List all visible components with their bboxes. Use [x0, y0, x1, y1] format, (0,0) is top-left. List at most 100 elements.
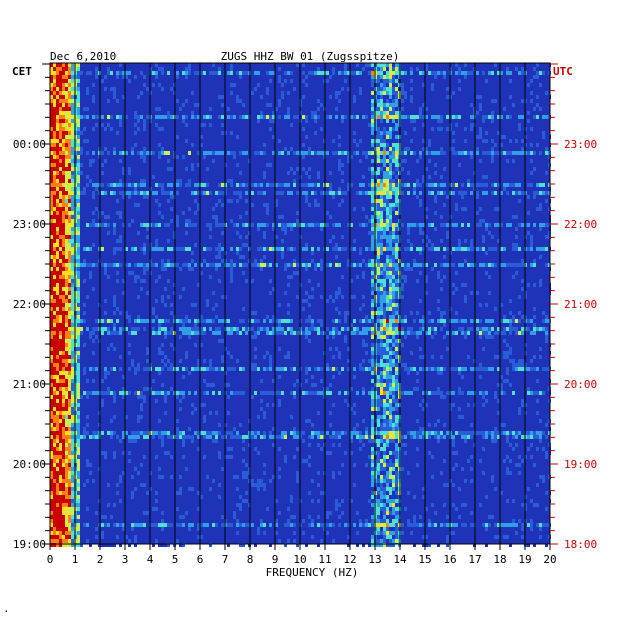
heatmap-cell — [80, 327, 83, 331]
heatmap-cell — [302, 167, 305, 171]
heatmap-cell — [491, 111, 494, 115]
heatmap-cell — [116, 83, 119, 87]
heatmap-cell — [470, 67, 473, 71]
heatmap-cell — [401, 331, 404, 335]
heatmap-cell — [443, 263, 446, 267]
heatmap-cell — [218, 91, 221, 95]
heatmap-cell — [143, 139, 146, 143]
heatmap-cell — [71, 187, 74, 191]
heatmap-cell — [533, 243, 536, 247]
heatmap-cell — [170, 247, 173, 251]
heatmap-cell — [251, 191, 254, 195]
heatmap-cell — [182, 255, 185, 259]
heatmap-cell — [503, 319, 506, 323]
heatmap-cell — [467, 151, 470, 155]
heatmap-cell — [68, 67, 71, 71]
heatmap-cell — [356, 283, 359, 287]
heatmap-cell — [362, 259, 365, 263]
heatmap-cell — [377, 211, 380, 215]
heatmap-cell — [68, 111, 71, 115]
heatmap-cell — [335, 255, 338, 259]
heatmap-cell — [320, 151, 323, 155]
heatmap-cell — [515, 215, 518, 219]
heatmap-cell — [233, 155, 236, 159]
heatmap-cell — [476, 211, 479, 215]
heatmap-cell — [395, 63, 398, 67]
heatmap-cell — [518, 311, 521, 315]
heatmap-cell — [287, 335, 290, 339]
heatmap-cell — [344, 287, 347, 291]
heatmap-cell — [182, 155, 185, 159]
heatmap-cell — [50, 103, 53, 107]
heatmap-cell — [287, 327, 290, 331]
heatmap-cell — [371, 267, 374, 271]
heatmap-cell — [68, 307, 71, 311]
heatmap-cell — [272, 131, 275, 135]
heatmap-cell — [335, 215, 338, 219]
heatmap-cell — [335, 91, 338, 95]
heatmap-cell — [485, 219, 488, 223]
heatmap-cell — [527, 335, 530, 339]
heatmap-cell — [113, 87, 116, 91]
heatmap-cell — [239, 155, 242, 159]
heatmap-cell — [161, 87, 164, 91]
heatmap-cell — [383, 275, 386, 279]
heatmap-cell — [437, 119, 440, 123]
heatmap-cell — [482, 151, 485, 155]
heatmap-cell — [377, 75, 380, 79]
heatmap-cell — [533, 107, 536, 111]
heatmap-cell — [371, 191, 374, 195]
heatmap-cell — [65, 75, 68, 79]
heatmap-cell — [182, 87, 185, 91]
heatmap-cell — [143, 195, 146, 199]
heatmap-cell — [518, 131, 521, 135]
heatmap-cell — [536, 191, 539, 195]
heatmap-cell — [101, 215, 104, 219]
heatmap-cell — [128, 247, 131, 251]
heatmap-cell — [491, 319, 494, 323]
heatmap-cell — [65, 87, 68, 91]
heatmap-cell — [503, 183, 506, 187]
heatmap-cell — [488, 319, 491, 323]
heatmap-cell — [62, 103, 65, 107]
heatmap-cell — [290, 143, 293, 147]
heatmap-cell — [68, 247, 71, 251]
heatmap-cell — [533, 175, 536, 179]
heatmap-cell — [464, 103, 467, 107]
heatmap-cell — [317, 183, 320, 187]
heatmap-cell — [389, 67, 392, 71]
heatmap-cell — [209, 191, 212, 195]
heatmap-cell — [65, 167, 68, 171]
heatmap-cell — [140, 227, 143, 231]
heatmap-cell — [182, 319, 185, 323]
heatmap-cell — [383, 91, 386, 95]
heatmap-cell — [53, 115, 56, 119]
heatmap-cell — [155, 263, 158, 267]
heatmap-cell — [233, 223, 236, 227]
heatmap-cell — [380, 163, 383, 167]
heatmap-cell — [413, 127, 416, 131]
heatmap-cell — [182, 163, 185, 167]
heatmap-cell — [503, 159, 506, 163]
heatmap-cell — [410, 151, 413, 155]
heatmap-cell — [461, 71, 464, 75]
heatmap-cell — [380, 287, 383, 291]
heatmap-cell — [314, 119, 317, 123]
heatmap-cell — [50, 143, 53, 147]
heatmap-cell — [326, 115, 329, 119]
heatmap-cell — [284, 231, 287, 235]
heatmap-cell — [110, 295, 113, 299]
heatmap-cell — [113, 271, 116, 275]
heatmap-cell — [368, 139, 371, 143]
heatmap-cell — [383, 179, 386, 183]
heatmap-cell — [194, 147, 197, 151]
heatmap-cell — [194, 199, 197, 203]
heatmap-cell — [500, 263, 503, 267]
heatmap-cell — [452, 183, 455, 187]
heatmap-cell — [218, 75, 221, 79]
heatmap-cell — [176, 191, 179, 195]
heatmap-cell — [518, 263, 521, 267]
heatmap-cell — [533, 139, 536, 143]
heatmap-cell — [62, 255, 65, 259]
heatmap-cell — [107, 303, 110, 307]
